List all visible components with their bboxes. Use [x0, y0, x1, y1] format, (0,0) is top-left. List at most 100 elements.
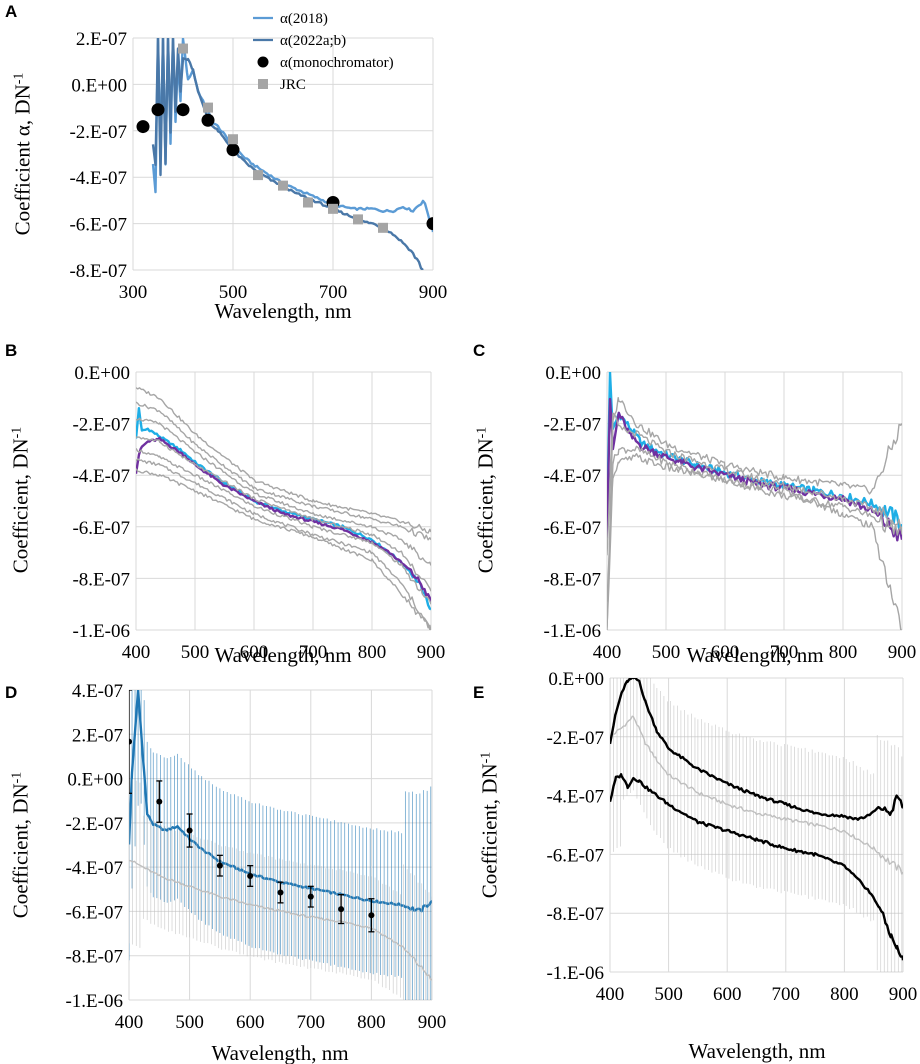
x-axis-label: Wavelength, nm [214, 299, 351, 323]
y-axis-label-sup: -1 [9, 772, 24, 784]
jrc-marker [328, 203, 338, 214]
monochromator-point [216, 862, 223, 869]
x-axis-label: Wavelength, nm [686, 643, 823, 667]
y-axis-label-text: Coefficient, DN [8, 438, 32, 573]
y-tick-label: -4.E-07 [543, 466, 601, 487]
series-line-cyan [136, 407, 431, 611]
y-tick-label: -8.E-07 [543, 569, 601, 590]
x-tick-label: 300 [119, 282, 148, 303]
y-tick-label: -2.E-07 [543, 415, 601, 436]
x-tick-label: 400 [122, 642, 151, 663]
y-axis-label: Coefficient, DN-1 [8, 772, 32, 919]
panel-D: D 4.E-07 2.E-07 0.E+00 -2.E-07 -4.E-07 -6.E-07… [5, 681, 447, 1064]
jrc-marker [278, 180, 288, 191]
legend-label: JRC [280, 77, 306, 93]
series-line-gray-7 [136, 436, 431, 592]
monochromator-point [186, 827, 193, 834]
x-tick-label: 800 [829, 642, 858, 663]
series-line-gray-2 [607, 445, 902, 602]
series-line-gray-1 [607, 397, 902, 630]
x-axis-label: Wavelength, nm [214, 643, 351, 667]
x-tick-label: 900 [888, 642, 917, 663]
x-tick-label: 500 [652, 642, 681, 663]
y-axis-label: Coefficient, DN-1 [477, 752, 501, 899]
monochromator-point [338, 906, 345, 913]
jrc-marker [253, 170, 263, 181]
panel-label: B [5, 341, 17, 360]
y-axis-label-text: Coefficient α, DN [10, 84, 34, 235]
y-tick-label: -6.E-07 [72, 518, 130, 539]
series-line-gray-5 [136, 458, 431, 630]
monochromator-point [277, 889, 284, 896]
x-tick-label: 600 [711, 642, 740, 663]
y-axis-label: Coefficient, DN-1 [8, 427, 32, 574]
monochromator-point [247, 873, 254, 879]
x-tick-label: 900 [419, 282, 448, 303]
y-tick-label: 0.E+00 [74, 363, 130, 384]
plot-area [610, 678, 903, 972]
x-tick-label: 800 [830, 984, 859, 1005]
x-tick-label: 500 [175, 1012, 204, 1033]
y-tick-label: -1.E-06 [543, 621, 601, 642]
monochromator-marker [426, 217, 433, 231]
legend-label: α(monochromator) [280, 55, 394, 71]
x-tick-label: 800 [358, 642, 387, 663]
legend-swatch-square [258, 79, 268, 89]
y-tick-label: -6.E-07 [69, 215, 127, 236]
jrc-marker [203, 102, 213, 113]
y-tick-label: -1.E-06 [546, 963, 604, 984]
x-axis-label: Wavelength, nm [688, 1039, 825, 1063]
y-tick-label: -8.E-07 [69, 261, 127, 282]
panel-label: E [473, 683, 484, 702]
y-tick-label: 0.E+00 [67, 770, 123, 791]
panel-label: A [5, 2, 17, 21]
monochromator-point [368, 912, 375, 919]
y-axis-label-sup: -1 [478, 752, 493, 764]
series-line-gray-6 [136, 468, 431, 630]
x-tick-label: 700 [319, 282, 348, 303]
series-line-gray-4 [607, 453, 902, 630]
legend-label: α(2022a;b) [280, 33, 346, 49]
x-tick-label: 800 [357, 1012, 386, 1033]
x-tick-label: 400 [115, 1012, 144, 1033]
series-line-gray-3 [607, 412, 902, 556]
x-axis-label: Wavelength, nm [211, 1041, 348, 1064]
y-axis-label: Coefficient, DN-1 [473, 427, 497, 574]
x-tick-label: 700 [297, 1012, 326, 1033]
monochromator-marker [176, 103, 190, 117]
monochromator-point [129, 738, 132, 745]
panel-E: E 0.E+00 -2.E-07 -4.E-07 -6.E-07 -8.E-07 -1.E-… [473, 669, 918, 1063]
y-tick-label: -6.E-07 [65, 902, 123, 923]
series-line-gray-4 [136, 448, 431, 605]
y-tick-label: -4.E-07 [72, 466, 130, 487]
y-axis-label-text: Coefficient, DN [473, 438, 497, 573]
y-tick-label: -8.E-07 [65, 947, 123, 968]
x-tick-label: 900 [889, 984, 918, 1005]
panel-label: C [473, 341, 485, 360]
x-tick-label: 500 [654, 984, 683, 1005]
jrc-marker [378, 222, 388, 233]
x-tick-label: 600 [713, 984, 742, 1005]
x-tick-label: 500 [181, 642, 210, 663]
legend-label: α(2018) [280, 11, 328, 27]
monochromator-point [156, 798, 163, 805]
x-tick-label: 700 [299, 642, 328, 663]
y-tick-label: -2.E-07 [72, 415, 130, 436]
x-tick-label: 400 [593, 642, 622, 663]
series-line-α(2022a;b) [151, 38, 424, 270]
x-tick-label: 600 [240, 642, 269, 663]
x-tick-label: 900 [417, 642, 446, 663]
x-tick-label: 400 [596, 984, 625, 1005]
monochromator-marker [226, 143, 240, 157]
series-line-gray-2 [136, 401, 431, 541]
plot-area [136, 387, 431, 630]
y-axis-label-sup: -1 [11, 73, 26, 85]
y-tick-label: 4.E-07 [72, 681, 123, 702]
y-tick-label: -8.E-07 [546, 904, 604, 925]
y-tick-label: -4.E-07 [69, 168, 127, 189]
plot-area [607, 372, 902, 630]
jrc-marker [178, 43, 188, 54]
panel-A: A 2.E-07 0.E+00 -2.E-07 -4.E-07 -6.E-07 -8.E-0… [5, 2, 447, 323]
x-tick-label: 900 [418, 1012, 447, 1033]
